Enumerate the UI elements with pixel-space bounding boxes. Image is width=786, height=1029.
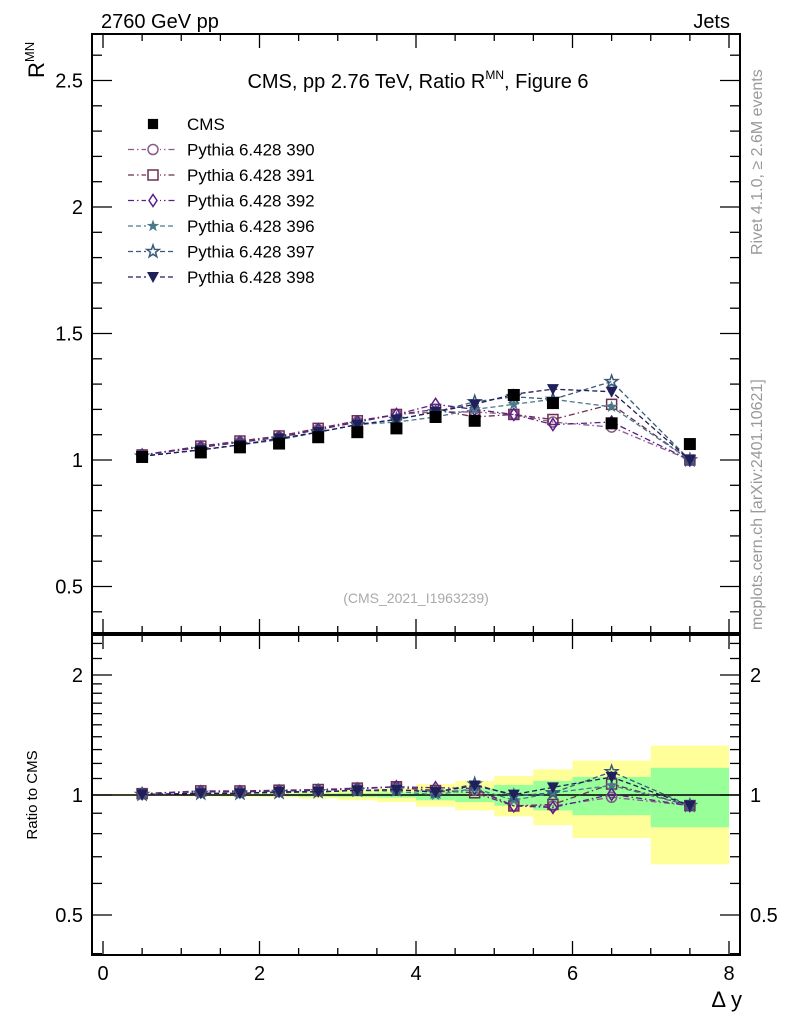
series-398-ratio-point xyxy=(546,782,559,794)
cms-data-point xyxy=(546,397,559,410)
cms-data-point xyxy=(194,446,207,459)
ratio-y-tick-label-right: 0.5 xyxy=(750,905,778,927)
y-tick-label: 2.5 xyxy=(55,71,83,93)
legend-label: Pythia 6.428 396 xyxy=(187,217,315,236)
series-392-point xyxy=(508,407,519,422)
legend-label-cms: CMS xyxy=(187,115,225,134)
ratio-y-tick-label: 0.5 xyxy=(55,905,83,927)
legend-marker xyxy=(148,193,158,208)
series-396-point xyxy=(605,400,618,413)
cms-data-point xyxy=(233,441,246,454)
series-392-ratio-point xyxy=(606,786,617,802)
series-392-line xyxy=(142,403,691,461)
legend-marker xyxy=(144,242,162,259)
cms-data-point xyxy=(273,437,286,450)
series-398-point xyxy=(351,419,364,431)
series-398-ratio-point xyxy=(312,786,325,798)
mcplots-label: mcplots.cern.ch [arXiv:2401.10621] xyxy=(749,379,766,630)
legend-marker xyxy=(147,143,159,156)
ratio-y-axis-label: Ratio to CMS xyxy=(24,750,41,839)
series-398-ratio-point xyxy=(233,788,246,800)
series-398-point xyxy=(546,384,559,396)
series-392-ratio-point xyxy=(548,800,558,815)
ratio-y-tick-label: 2 xyxy=(72,665,83,687)
series-398-ratio-point xyxy=(605,772,618,784)
series-397-ratio-point xyxy=(544,784,562,801)
y-tick-label: 1 xyxy=(72,450,83,472)
series-398-ratio-point xyxy=(390,784,403,796)
legend-marker xyxy=(147,169,159,181)
legend-label: Pythia 6.428 398 xyxy=(187,268,315,287)
cms-data-point xyxy=(136,450,149,463)
rivet-label: Rivet 4.1.0, ≥ 2.6M events xyxy=(749,69,766,255)
series-398-ratio-point xyxy=(136,789,149,801)
x-axis-label: Δ y xyxy=(711,987,742,1012)
cms-data-point xyxy=(683,438,696,451)
legend-marker xyxy=(146,219,160,232)
cms-data-point xyxy=(429,410,442,423)
series-397-point xyxy=(603,372,620,389)
ratio-y-tick-label-right: 1 xyxy=(750,785,761,807)
series-396-point xyxy=(507,397,520,410)
legend-marker xyxy=(147,272,159,283)
top-left-label: 2760 GeV pp xyxy=(101,11,219,33)
series-398-ratio-point xyxy=(273,786,286,798)
legend-marker-bg xyxy=(146,168,160,182)
x-tick-label: 8 xyxy=(723,963,734,985)
cms-data-point xyxy=(468,414,481,427)
cms-data-point xyxy=(390,422,403,435)
series-398-ratio-point xyxy=(429,787,442,799)
legend: CMS Pythia 6.428 390 Pythia 6.428 391 Pythi… xyxy=(128,115,315,287)
top-right-label: Jets xyxy=(693,11,730,33)
series-398-point xyxy=(605,386,618,398)
cms-data-point xyxy=(507,388,520,401)
series-392-point xyxy=(548,417,558,432)
y-tick-label: 0.5 xyxy=(55,577,83,599)
x-tick-label: 0 xyxy=(97,963,108,985)
ratio-y-tick-label: 1 xyxy=(72,785,83,807)
legend-label: Pythia 6.428 397 xyxy=(187,243,315,262)
y-tick-label: 2 xyxy=(72,197,83,219)
legend-marker-cms xyxy=(147,118,159,130)
x-tick-label: 4 xyxy=(410,963,421,985)
legend-label: Pythia 6.428 391 xyxy=(187,166,315,185)
series-398-point xyxy=(683,455,696,466)
legend-label: Pythia 6.428 390 xyxy=(187,141,315,160)
legend-marker-bg xyxy=(146,193,160,208)
x-tick-label: 2 xyxy=(254,963,265,985)
series-396-ratio-point xyxy=(605,778,618,791)
series-398-point xyxy=(468,399,481,411)
series-398-point xyxy=(390,414,403,426)
series-391-line xyxy=(142,403,691,461)
cms-data-point xyxy=(605,417,618,430)
series-391-ratio-point xyxy=(547,798,559,811)
x-tick-label: 6 xyxy=(567,963,578,985)
series-398-ratio-point xyxy=(507,789,520,801)
cms-data-point xyxy=(312,431,325,444)
series-398-ratio-point xyxy=(194,788,207,800)
ratio-y-tick-label-right: 2 xyxy=(750,665,761,687)
series-398-ratio-point xyxy=(468,780,481,792)
legend-label: Pythia 6.428 392 xyxy=(187,192,315,211)
chart-title: CMS, pp 2.76 TeV, Ratio RMN, Figure 6 xyxy=(247,68,588,93)
y-tick-label: 1.5 xyxy=(55,324,83,346)
series-398-ratio-point xyxy=(683,800,696,812)
y-axis-label: RMN xyxy=(22,42,49,78)
analysis-id: (CMS_2021_I1963239) xyxy=(343,590,489,606)
cms-data-point xyxy=(351,426,364,439)
series-391-point xyxy=(547,413,559,426)
series-398-ratio-point xyxy=(351,785,364,797)
series-390-ratio-point xyxy=(605,791,618,804)
